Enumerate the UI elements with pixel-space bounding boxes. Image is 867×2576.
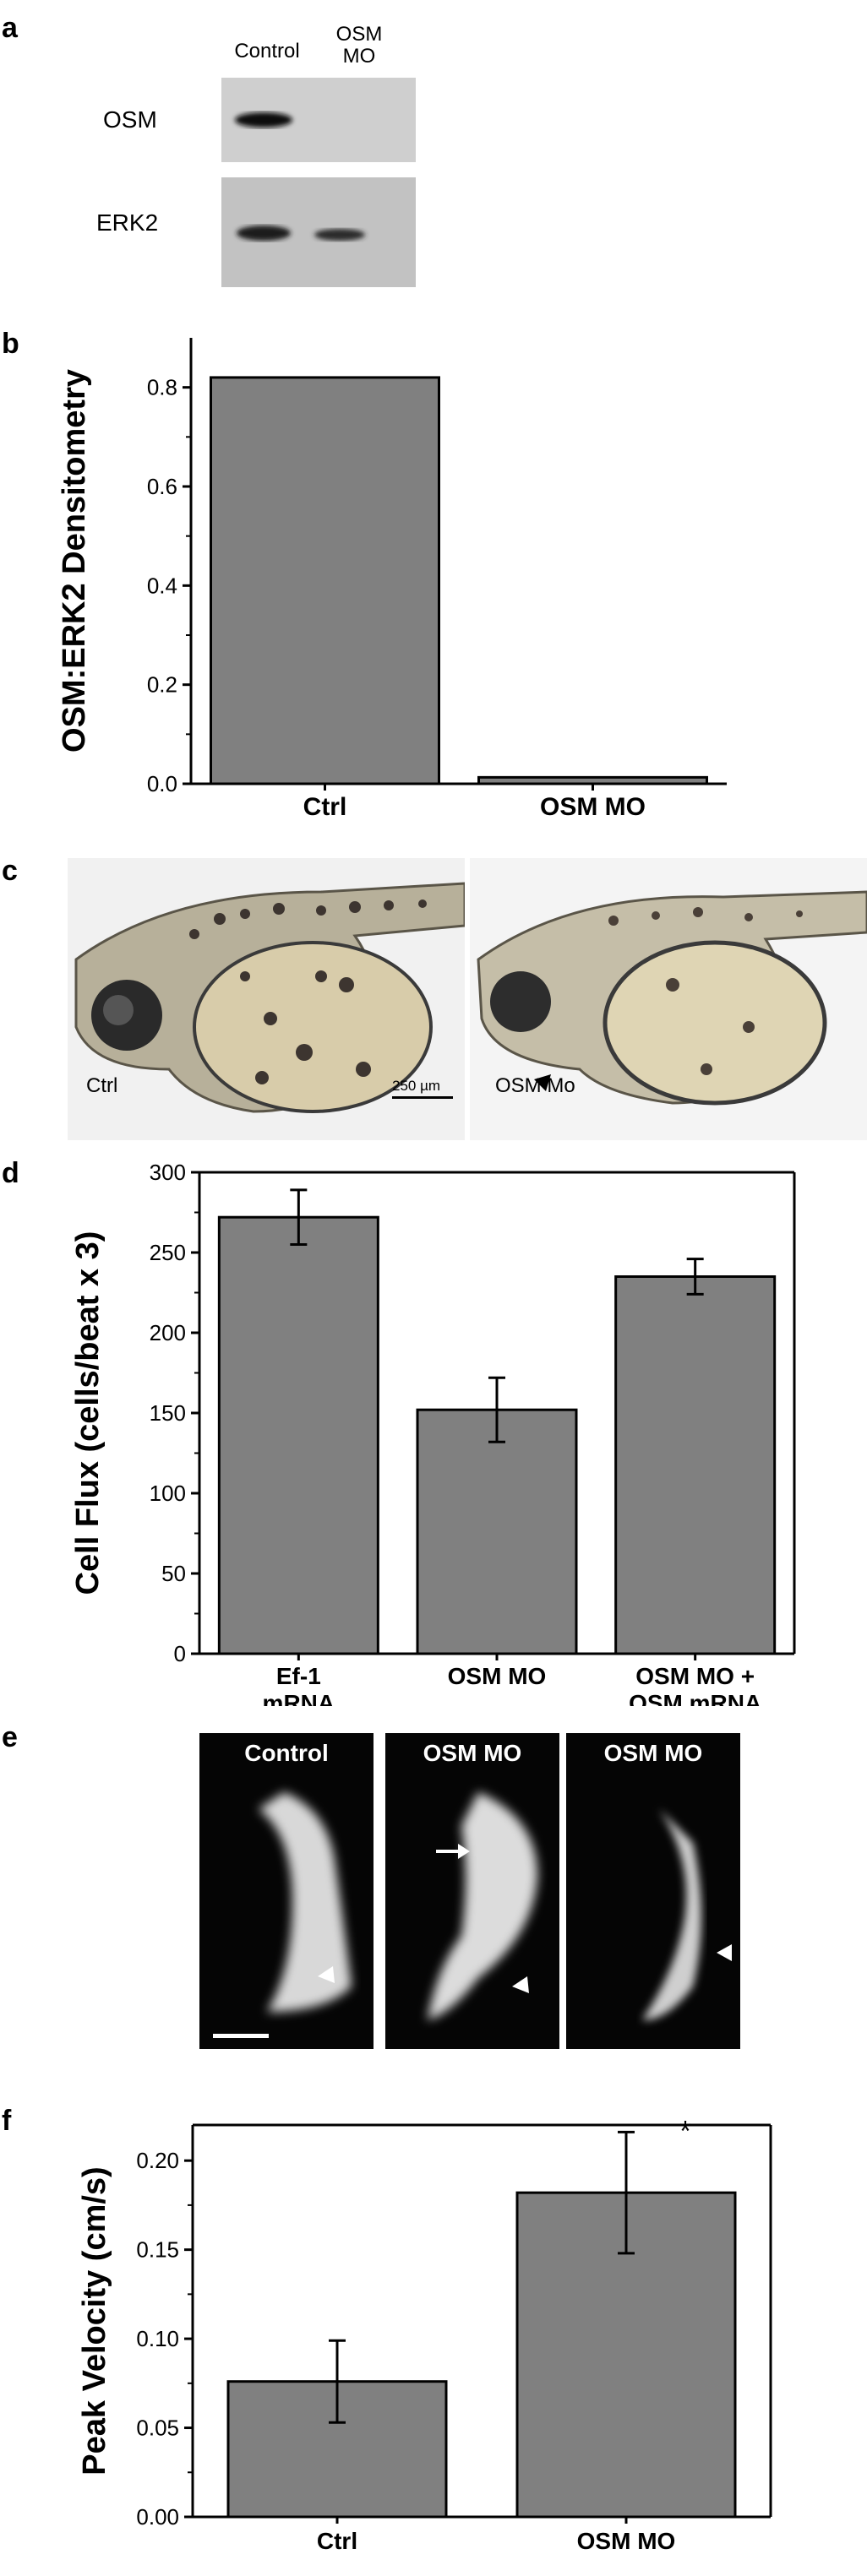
blot-band-erk2-osm-mo [314,229,365,241]
y-tick-label: 0.05 [136,2416,179,2441]
blot-band-erk2-control [237,226,291,241]
fish-drawing-osm-mo [470,858,867,1140]
panel-label-d: d [2,1157,19,1189]
bar-1 [210,376,440,785]
y-axis-label: OSM:ERK2 Densitometry [57,369,92,753]
y-axis-label: Peak Velocity (cm/s) [77,2166,112,2475]
y-tick-label: 0 [174,1641,186,1666]
y-tick-label: 0.20 [136,2148,179,2173]
fish-drawing-ctrl [68,858,465,1140]
micrograph-title-osm-mo-2: OSM MO [603,1740,703,1766]
y-tick-label: 0.10 [136,2326,179,2351]
fish-caption-osm-mo: OSM Mo [495,1074,575,1097]
panel-label-b: b [2,328,19,360]
chart-peak-velocity: 0.00 0.05 0.10 0.15 0.20 Peak Velocity (cm/s)… [77,2115,772,2554]
micrograph-osm-mo-2: OSM MO [566,1733,740,2049]
micro-scale-bar [213,2034,269,2038]
lane-label-osm-mo: OSM MO [335,23,383,68]
x-tick-label: Ef-1 mRNA [263,1663,335,1706]
y-tick-label: 0.0 [147,771,177,796]
bar-3 [614,1275,777,1655]
y-tick-label: 300 [150,1160,186,1185]
y-axis-label: Cell Flux (cells/beat x 3) [70,1231,106,1595]
significance-marker: * [679,2115,690,2147]
chart-cell-flux: 0 50 100 150 200 250 300 Cell Flux (cells/beat … [70,1160,796,1706]
blot-image [221,78,416,287]
fish-caption-ctrl: Ctrl [86,1074,118,1097]
y-tick-label: 100 [150,1481,186,1506]
lane-label-control: Control [234,40,300,62]
x-tick-label: Ctrl [317,2528,357,2554]
y-tick-label: 50 [161,1561,186,1586]
y-tick-label: 150 [150,1400,186,1426]
y-tick-label: 250 [150,1240,186,1265]
x-tick-label: Ctrl [303,793,347,821]
x-tick-label: OSM MO + OSM mRNA [629,1663,761,1706]
chart-osm-erk2-densitometry: 0.0 0.2 0.4 0.6 0.8 OSM:ERK2 Densitometry Ctrl… [57,338,727,821]
blot-band-osm-control [235,112,292,128]
micrograph-osm-mo-1: OSM MO [385,1733,559,2049]
micrograph-title-control: Control [244,1740,329,1766]
x-tick-label: OSM MO [540,793,646,821]
panel-label-a: a [2,12,18,44]
blot-row-label-osm: OSM [103,106,157,133]
y-tick-label: 0.4 [147,573,177,598]
bar-2 [477,775,708,785]
bar-1 [217,1215,379,1655]
bar-2 [416,1408,578,1655]
micrograph-control: Control [199,1733,374,2049]
panel-label-f: f [2,2105,12,2137]
panel-label-e: e [2,1721,18,1753]
fish-image-osm-mo [470,858,867,1140]
panel-label-c: c [2,855,18,887]
x-tick-label: OSM MO [448,1663,547,1689]
y-tick-label: 200 [150,1320,186,1345]
y-tick-label: 0.2 [147,672,177,698]
scale-bar-label: 250 µm [392,1078,441,1094]
scale-bar-line [392,1096,453,1099]
arrowhead-pointer [534,1074,551,1091]
y-tick-label: 0.6 [147,474,177,499]
micrograph-title-osm-mo-1: OSM MO [423,1740,522,1766]
y-tick-label: 0.8 [147,375,177,400]
y-tick-label: 0.00 [136,2504,179,2530]
y-tick-label: 0.15 [136,2237,179,2263]
fish-image-ctrl [68,858,465,1140]
blot-row-label-erk2: ERK2 [96,209,159,236]
x-tick-label: OSM MO [577,2528,676,2554]
